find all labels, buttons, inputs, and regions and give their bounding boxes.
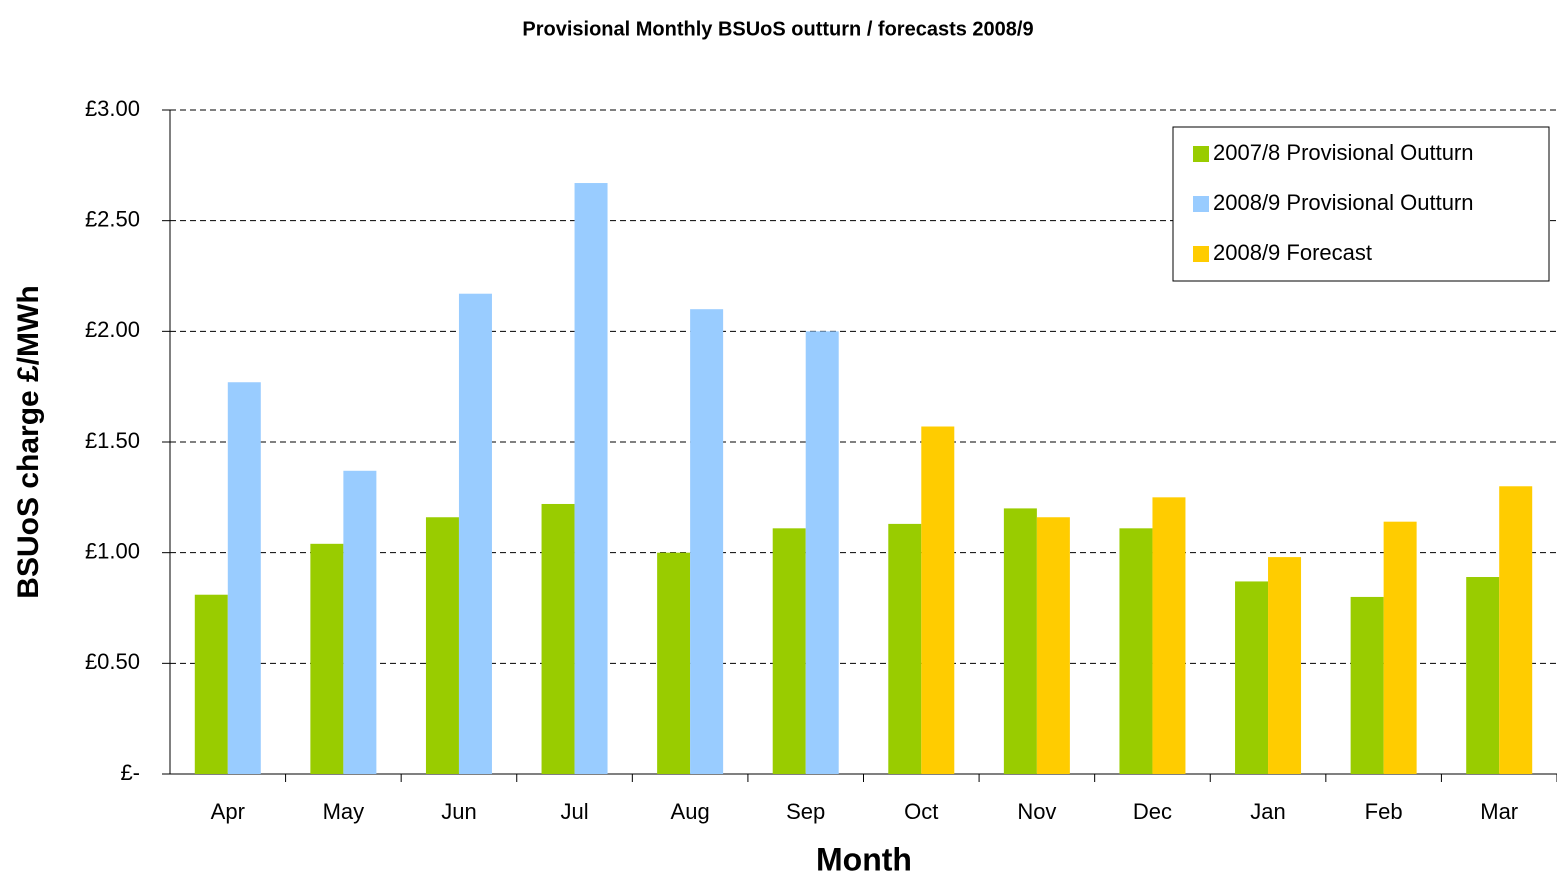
x-tick-label: Aug xyxy=(671,799,710,824)
y-tick-label: £- xyxy=(120,760,140,785)
bar xyxy=(1036,517,1070,774)
x-tick-label: Oct xyxy=(904,799,938,824)
y-axis-label: BSUoS charge £/MWh xyxy=(12,285,45,598)
bar xyxy=(690,309,724,774)
bar xyxy=(194,594,228,774)
legend-swatch xyxy=(1193,146,1209,162)
bar xyxy=(343,470,377,774)
bar xyxy=(1466,577,1500,774)
x-tick-label: Nov xyxy=(1017,799,1056,824)
y-tick-label: £1.50 xyxy=(85,428,140,453)
x-tick-label: Jul xyxy=(560,799,588,824)
x-tick-label: Dec xyxy=(1133,799,1172,824)
bar xyxy=(1383,521,1417,774)
x-axis-label: Month xyxy=(816,841,912,877)
x-tick-label: Apr xyxy=(211,799,245,824)
x-tick-label: Feb xyxy=(1365,799,1403,824)
x-tick-label: Jun xyxy=(441,799,476,824)
legend-label: 2007/8 Provisional Outturn xyxy=(1213,140,1474,165)
bar xyxy=(310,543,344,774)
bar xyxy=(1235,581,1269,774)
bar xyxy=(1119,528,1153,774)
bar xyxy=(574,183,608,775)
x-tick-label: Sep xyxy=(786,799,825,824)
legend-label: 2008/9 Forecast xyxy=(1213,240,1372,265)
bar xyxy=(458,293,492,774)
bar xyxy=(805,331,839,774)
bar xyxy=(227,382,261,774)
y-tick-label: £2.50 xyxy=(85,206,140,231)
x-tick-label: Mar xyxy=(1480,799,1518,824)
chart-title: Provisional Monthly BSUoS outturn / fore… xyxy=(522,18,1033,40)
legend-label: 2008/9 Provisional Outturn xyxy=(1213,190,1474,215)
legend-box xyxy=(1172,126,1550,282)
bar xyxy=(772,528,806,774)
x-tick-label: Jan xyxy=(1250,799,1285,824)
y-tick-label: £1.00 xyxy=(85,538,140,563)
bar xyxy=(1003,508,1037,774)
bar xyxy=(1268,557,1302,774)
bar xyxy=(921,426,955,774)
y-tick-label: £0.50 xyxy=(85,649,140,674)
y-tick-label: £2.00 xyxy=(85,317,140,342)
bar xyxy=(657,552,691,774)
bar xyxy=(1350,596,1384,774)
legend-swatch xyxy=(1193,246,1209,262)
bar xyxy=(1152,497,1186,774)
y-tick-label: £3.00 xyxy=(85,96,140,121)
bar xyxy=(888,523,922,774)
bar xyxy=(1499,486,1533,774)
legend-swatch xyxy=(1193,196,1209,212)
bar xyxy=(541,503,575,774)
bar xyxy=(425,517,459,774)
x-tick-label: May xyxy=(323,799,365,824)
